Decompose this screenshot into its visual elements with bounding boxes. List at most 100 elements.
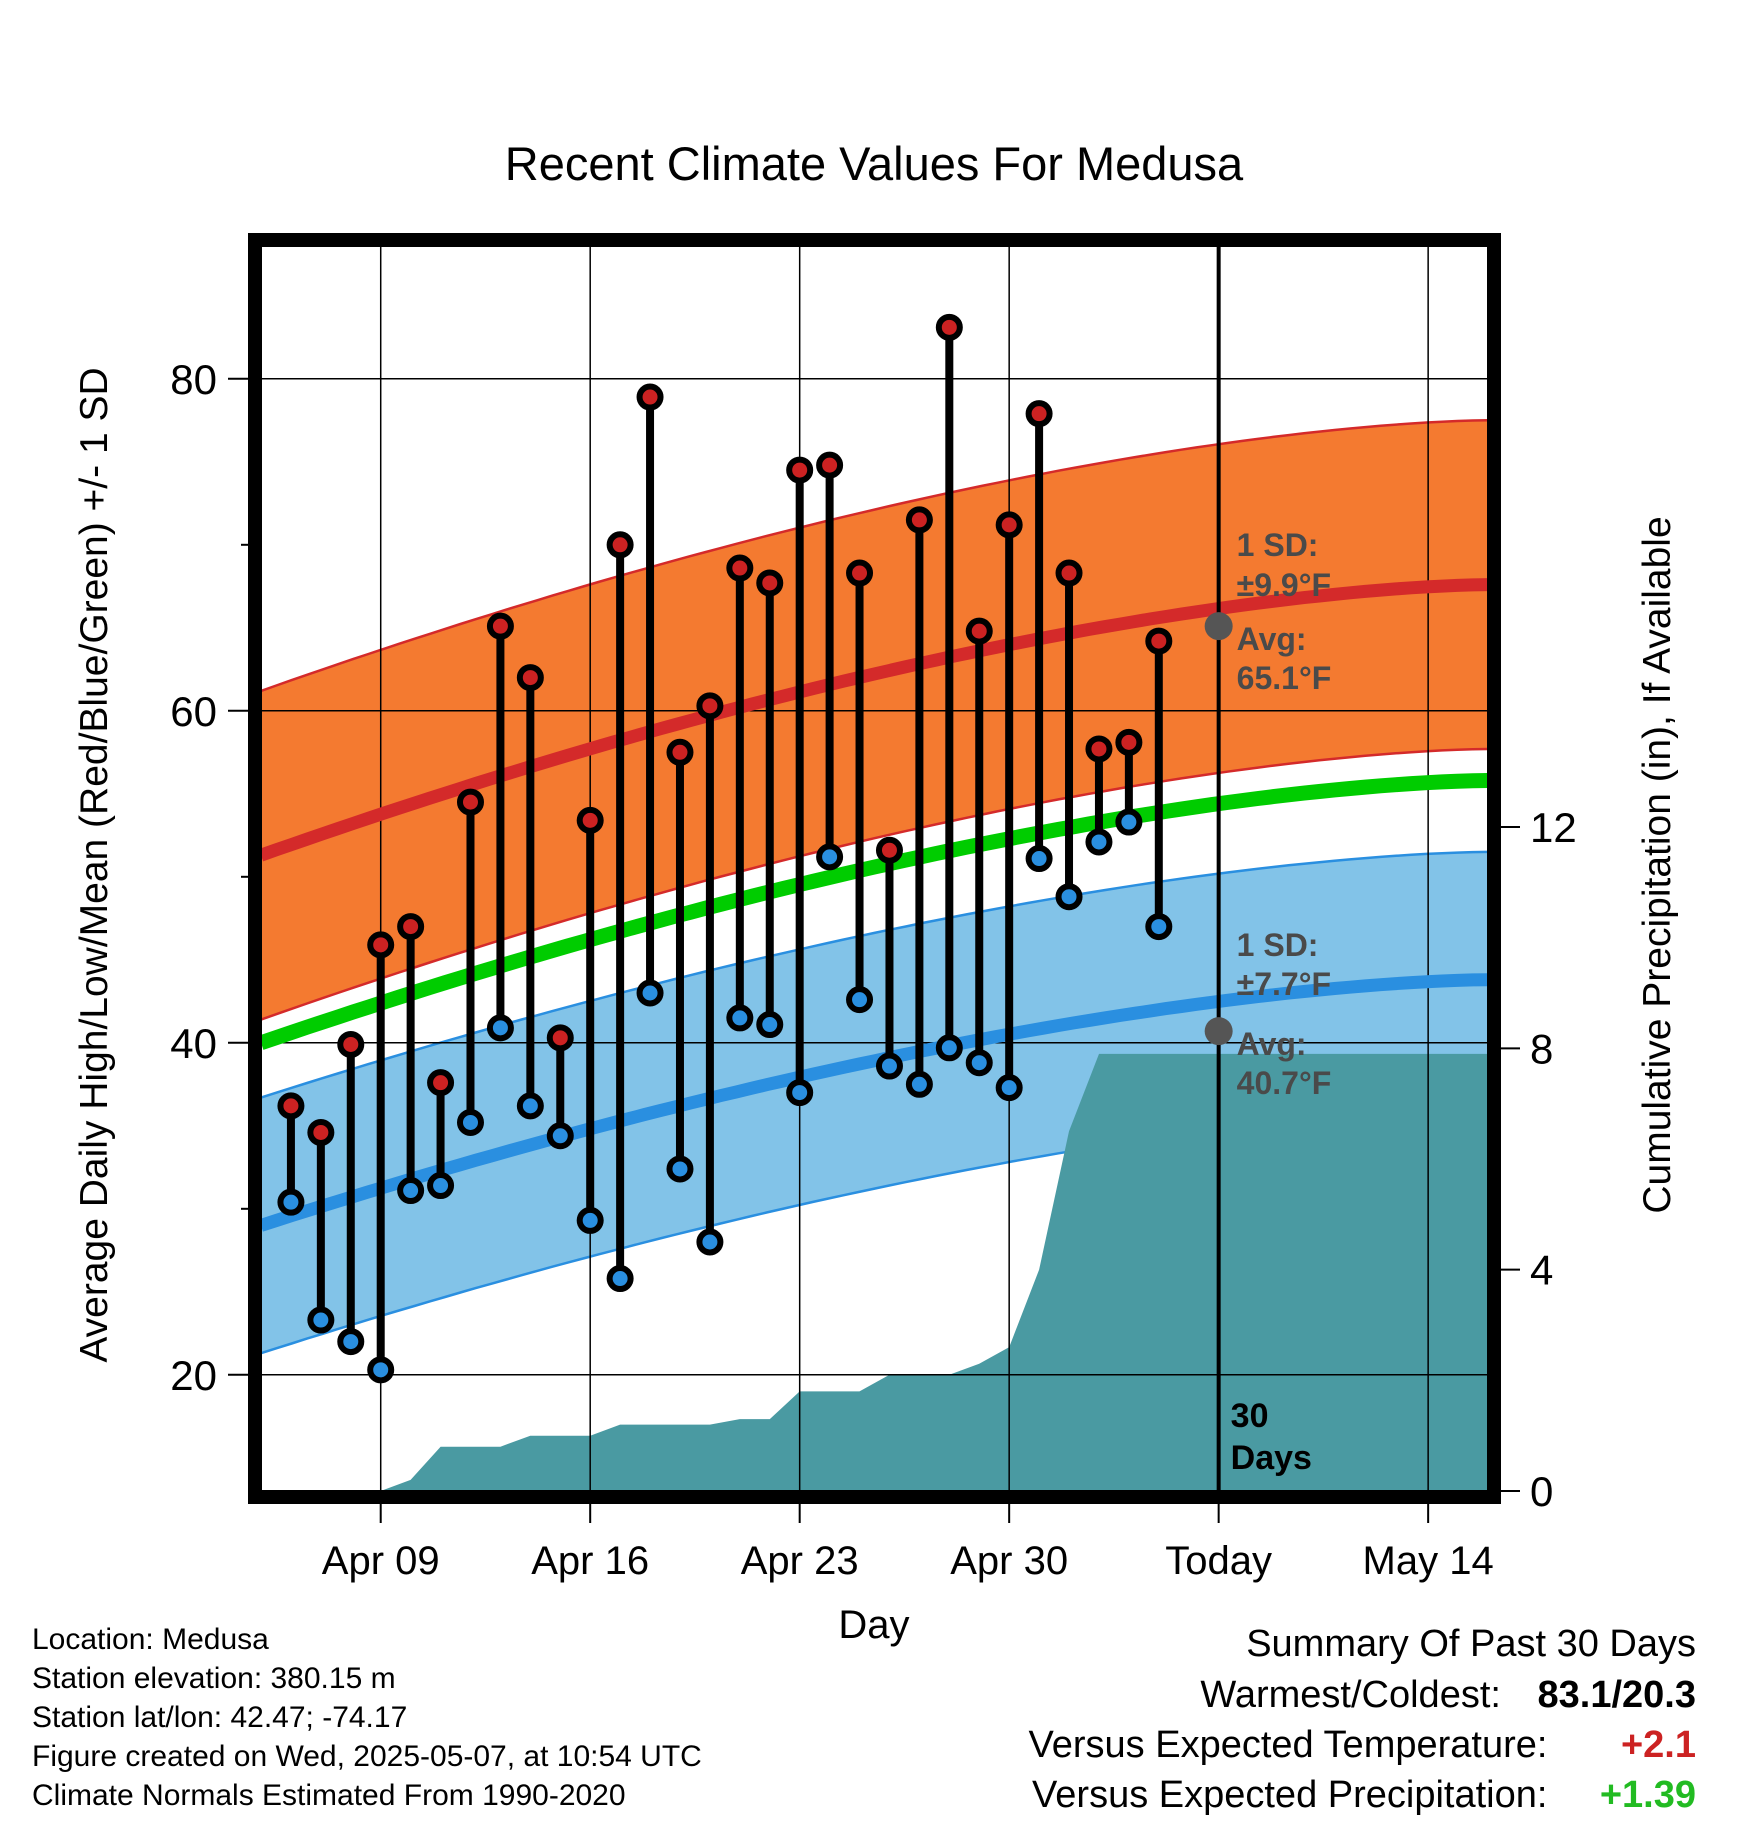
low-point-10: [576, 1206, 604, 1234]
summary-precipitation: Versus Expected Precipitation: +1.39: [1029, 1770, 1696, 1820]
low-avg-value: 40.7°F: [1237, 1065, 1332, 1101]
elevation-text: Station elevation: 380.15 m: [32, 1662, 396, 1695]
precip-label: Versus Expected Precipitation:: [1032, 1774, 1548, 1816]
warmest-coldest-value: 83.1/20.3: [1537, 1674, 1696, 1716]
y-right-axis-title: Cumulative Precipitation (in), If Availa…: [1636, 516, 1679, 1213]
created-text: Figure created on Wed, 2025-05-07, at 10…: [32, 1740, 702, 1773]
chart-title: Recent Climate Values For Medusa: [505, 137, 1244, 190]
high-point-15: [726, 554, 754, 582]
high-point-5: [427, 1069, 455, 1097]
y-right-tick-label-1: 4: [1530, 1247, 1553, 1294]
low-point-3: [367, 1356, 395, 1384]
high-point-1: [307, 1118, 335, 1146]
high-avg-label: Avg:: [1237, 621, 1307, 657]
high-sd-band: [261, 420, 1488, 1020]
location-text: Location: Medusa: [32, 1623, 269, 1656]
latlon-text: Station lat/lon: 42.47; -74.17: [32, 1701, 408, 1734]
y-right-tick-label-0: 0: [1530, 1468, 1553, 1515]
low-point-28: [1115, 808, 1143, 836]
precipitation-area: [261, 1053, 1488, 1491]
low-point-1: [307, 1306, 335, 1334]
high-point-16: [756, 569, 784, 597]
y-left-tick-label-0: 20: [170, 1352, 217, 1399]
high-point-24: [995, 511, 1023, 539]
high-point-26: [1055, 559, 1083, 587]
high-point-21: [905, 506, 933, 534]
low-point-7: [486, 1014, 514, 1042]
x-tick-label-4: Today: [1165, 1539, 1272, 1583]
high-sd-value: ±9.9°F: [1237, 567, 1331, 603]
high-point-10: [576, 806, 604, 834]
high-point-20: [875, 836, 903, 864]
high-point-29: [1145, 627, 1173, 655]
high-point-19: [846, 559, 874, 587]
high-sd-upper-edge: [261, 419, 1488, 693]
high-sd-label: 1 SD:: [1237, 527, 1319, 563]
low-point-19: [846, 986, 874, 1014]
low-point-0: [277, 1188, 305, 1216]
low-point-24: [995, 1074, 1023, 1102]
summary-temperature: Versus Expected Temperature: +2.1: [1029, 1720, 1696, 1770]
y-left-axis-title: Average Daily High/Low/Mean (Red/Blue/Gr…: [73, 367, 116, 1362]
low-sd-value: ±7.7°F: [1237, 966, 1331, 1002]
high-point-9: [546, 1024, 574, 1052]
low-sd-label: 1 SD:: [1237, 927, 1319, 963]
high-point-17: [786, 456, 814, 484]
high-avg-point: [1204, 612, 1233, 641]
low-point-18: [816, 843, 844, 871]
y-left-tick-label-3: 80: [170, 356, 217, 403]
x-axis-title: Day: [838, 1603, 909, 1647]
high-point-7: [486, 612, 514, 640]
high-point-27: [1085, 735, 1113, 763]
temp-value: +2.1: [1620, 1724, 1696, 1766]
low-point-20: [875, 1052, 903, 1080]
high-point-3: [367, 931, 395, 959]
high-point-12: [636, 383, 664, 411]
normals-text: Climate Normals Estimated From 1990-2020: [32, 1779, 626, 1812]
high-point-8: [516, 664, 544, 692]
low-point-21: [905, 1070, 933, 1098]
low-point-9: [546, 1122, 574, 1150]
high-point-0: [277, 1092, 305, 1120]
low-point-14: [696, 1228, 724, 1256]
precip-value: +1.39: [1599, 1774, 1696, 1816]
high-point-28: [1115, 728, 1143, 756]
high-point-2: [337, 1030, 365, 1058]
high-point-22: [935, 313, 963, 341]
low-avg-point: [1204, 1017, 1233, 1046]
x-tick-label-0: Apr 09: [322, 1539, 440, 1583]
low-point-17: [786, 1079, 814, 1107]
low-point-23: [965, 1049, 993, 1077]
low-point-13: [666, 1155, 694, 1183]
low-point-16: [756, 1011, 784, 1039]
summary-title: Summary Of Past 30 Days: [1246, 1623, 1696, 1665]
low-sd-upper-edge: [261, 850, 1488, 1099]
high-sd-lower-edge: [261, 747, 1488, 1021]
y-left-tick-label-1: 40: [170, 1020, 217, 1067]
normal-high-line: [261, 578, 1488, 862]
high-avg-value: 65.1°F: [1237, 660, 1332, 696]
x-tick-label-3: Apr 30: [950, 1539, 1068, 1583]
summary-panel: Summary Of Past 30 Days Warmest/Coldest:…: [1029, 1618, 1696, 1820]
low-point-5: [427, 1172, 455, 1200]
low-point-12: [636, 979, 664, 1007]
low-point-26: [1055, 883, 1083, 911]
normal-mean-line: [261, 773, 1488, 1050]
daily-stems: [286, 327, 1163, 1370]
low-point-11: [606, 1265, 634, 1293]
low-sd-band: [261, 851, 1488, 1354]
low-point-4: [397, 1177, 425, 1205]
station-metadata: Location: Medusa Station elevation: 380.…: [32, 1620, 702, 1815]
high-point-18: [816, 451, 844, 479]
x-tick-label-5: May 14: [1363, 1539, 1494, 1583]
low-point-29: [1145, 913, 1173, 941]
low-point-2: [337, 1328, 365, 1356]
low-point-25: [1025, 845, 1053, 873]
daily-markers: [277, 313, 1173, 1384]
low-point-8: [516, 1092, 544, 1120]
window-label-number: 30: [1231, 1397, 1269, 1435]
low-point-22: [935, 1034, 963, 1062]
high-point-14: [696, 692, 724, 720]
